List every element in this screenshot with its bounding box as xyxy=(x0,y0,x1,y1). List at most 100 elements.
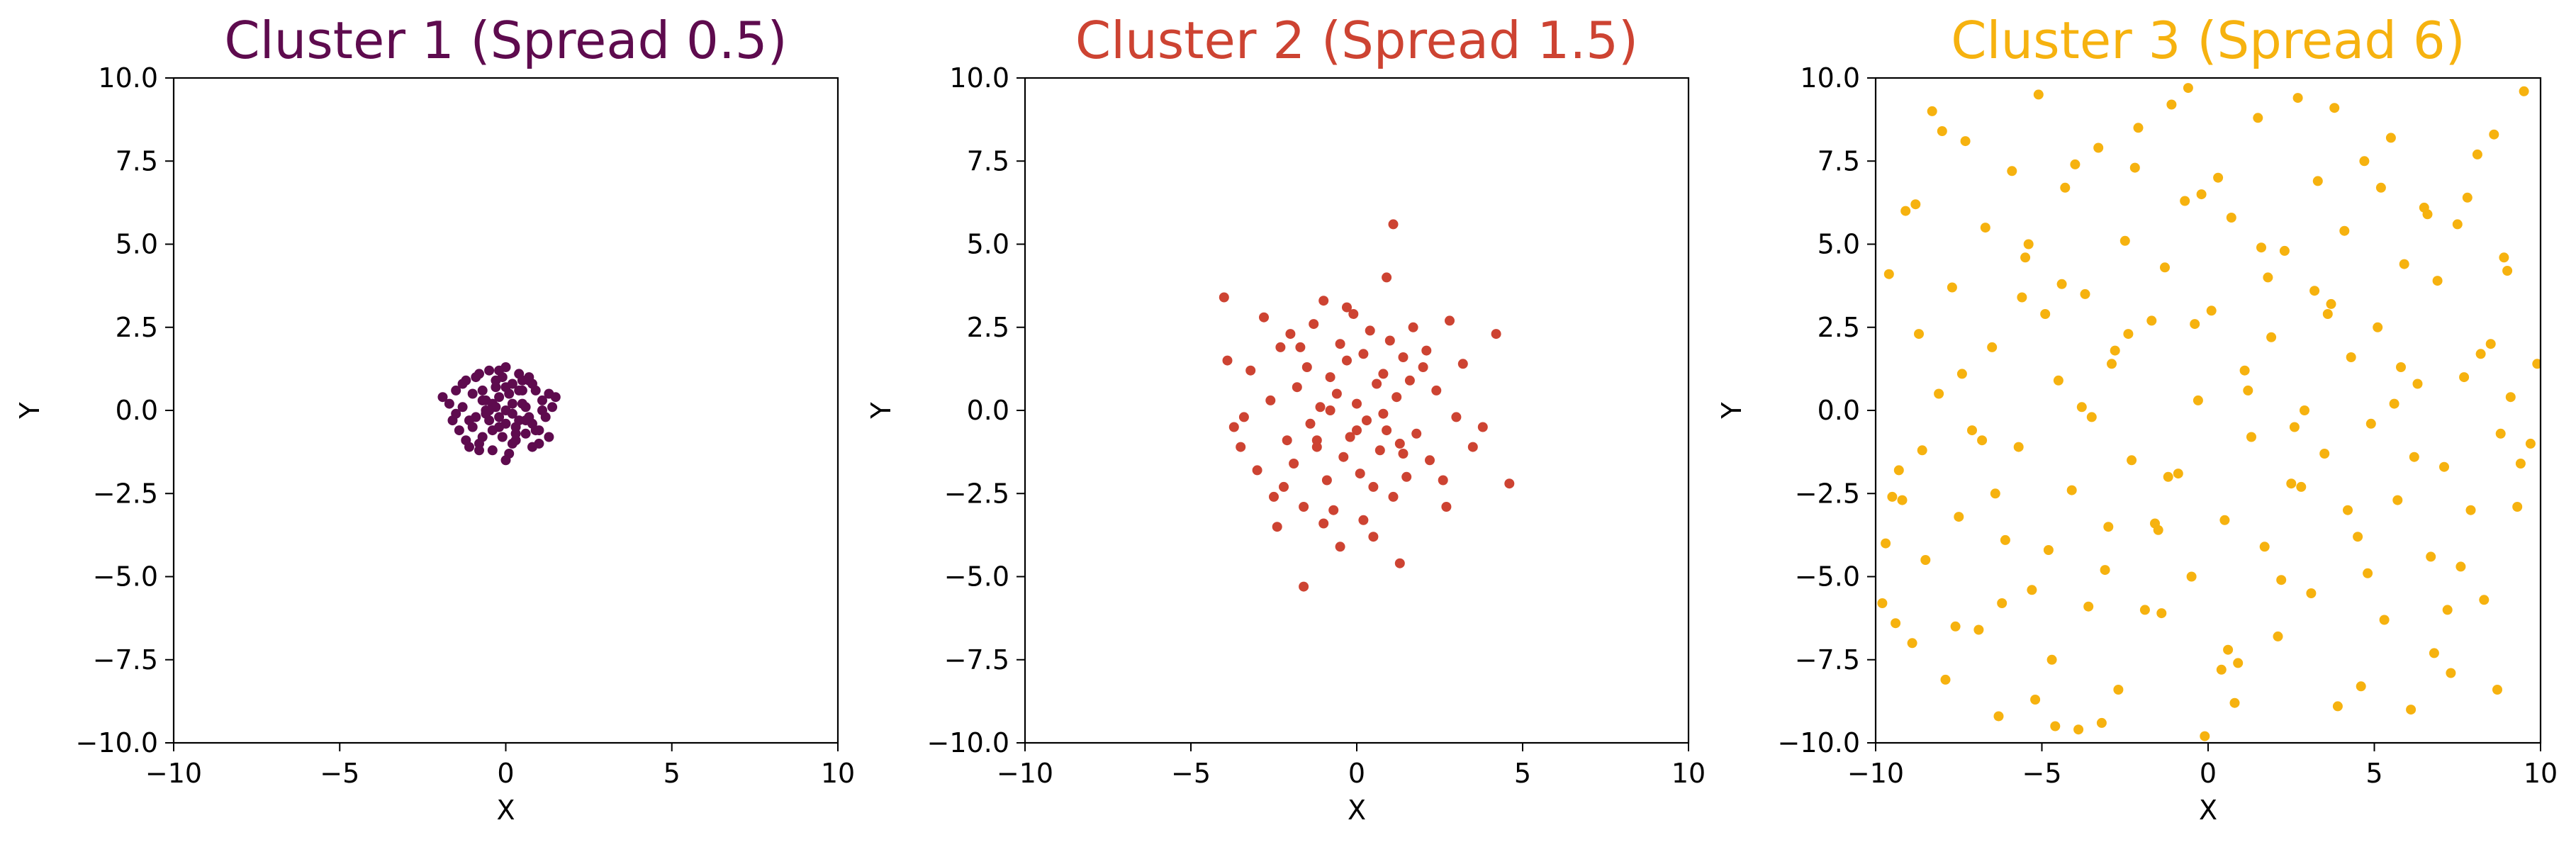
x-tick-label: −10 xyxy=(145,758,202,789)
scatter-point xyxy=(1881,538,1891,549)
x-tick-label: 5 xyxy=(1514,758,1531,789)
scatter-point xyxy=(2216,664,2227,675)
scatter-point xyxy=(1967,425,1977,436)
y-tick-label: 10.0 xyxy=(98,62,158,94)
scatter-point xyxy=(537,405,547,415)
y-tick-label: −7.5 xyxy=(944,644,1009,676)
scatter-point xyxy=(484,365,495,376)
scatter-point xyxy=(2502,266,2513,276)
scatter-point xyxy=(2455,561,2466,572)
scatter-point xyxy=(2253,113,2263,123)
scatter-point xyxy=(2489,129,2499,140)
scatter-point xyxy=(2399,259,2409,269)
scatter-point xyxy=(1950,621,1961,632)
scatter-point xyxy=(1404,375,1415,386)
scatter-point xyxy=(1920,555,1931,565)
scatter-point xyxy=(2056,279,2067,289)
scatter-point xyxy=(1956,369,1967,379)
scatter-point xyxy=(2123,329,2134,340)
scatter-point xyxy=(1384,335,1395,346)
x-tick-label: −5 xyxy=(320,758,359,789)
scatter-point xyxy=(2485,339,2496,349)
scatter-point xyxy=(1362,415,1372,426)
subplot-title: Cluster 2 (Spread 1.5) xyxy=(1075,11,1638,70)
scatter-point xyxy=(550,392,561,403)
scatter-point xyxy=(2243,385,2253,396)
scatter-point xyxy=(2296,481,2307,492)
y-tick-label: 2.5 xyxy=(116,312,158,343)
scatter-point xyxy=(1321,475,1332,486)
scatter-point xyxy=(1973,624,1984,635)
x-axis-label: X xyxy=(1348,795,1366,826)
scatter-point xyxy=(2076,402,2087,413)
scatter-point xyxy=(2412,379,2423,389)
scatter-point xyxy=(1977,435,1988,446)
scatter-point xyxy=(2030,695,2041,705)
scatter-point xyxy=(2499,252,2509,263)
scatter-point xyxy=(2396,362,2406,372)
scatter-point xyxy=(2329,103,2340,113)
scatter-point xyxy=(2206,306,2217,316)
scatter-point xyxy=(1382,272,1392,283)
scatter-point xyxy=(2119,235,2130,246)
scatter-point xyxy=(2110,345,2120,356)
scatter-point xyxy=(1335,542,1345,552)
scatter-point xyxy=(1358,349,1369,359)
scatter-point xyxy=(2353,532,2363,542)
scatter-point xyxy=(1997,598,2007,608)
scatter-point xyxy=(520,402,531,413)
scatter-point xyxy=(2023,239,2034,250)
scatter-point xyxy=(1342,355,1352,366)
scatter-point xyxy=(1299,581,1309,592)
scatter-point xyxy=(1318,518,1329,529)
scatter-point xyxy=(2196,189,2207,200)
scatter-point xyxy=(1893,465,1904,476)
x-tick-label: −10 xyxy=(1847,758,1904,789)
scatter-point xyxy=(1315,402,1326,413)
y-tick-label: 10.0 xyxy=(1800,62,1860,94)
scatter-point xyxy=(1378,369,1389,379)
scatter-point xyxy=(2273,631,2283,641)
scatter-point xyxy=(1917,445,1927,456)
scatter-point xyxy=(2479,595,2490,605)
scatter-point xyxy=(2379,615,2390,625)
scatter-point xyxy=(1358,515,1369,525)
scatter-point xyxy=(451,385,461,396)
scatter-point xyxy=(1910,199,1921,210)
scatter-point xyxy=(1491,329,1501,340)
scatter-point xyxy=(1325,372,1335,383)
scatter-point xyxy=(2343,505,2353,515)
scatter-point xyxy=(1900,206,1911,216)
scatter-point xyxy=(1328,505,1339,515)
scatter-point xyxy=(2180,196,2190,206)
scatter-point xyxy=(1887,491,1898,502)
scatter-point xyxy=(494,365,505,376)
scatter-point xyxy=(1275,342,1286,352)
scatter-point xyxy=(1431,385,1442,396)
x-tick-label: −5 xyxy=(1171,758,1211,789)
y-tick-label: 0.0 xyxy=(967,395,1009,426)
scatter-point xyxy=(2406,705,2417,715)
scatter-point xyxy=(2519,86,2529,96)
scatter-point xyxy=(2083,601,2094,612)
scatter-point xyxy=(1947,282,1957,293)
scatter-point xyxy=(510,428,521,439)
scatter-point xyxy=(1401,471,1412,482)
scatter-point xyxy=(1299,502,1309,512)
x-tick-label: 0 xyxy=(497,758,514,789)
scatter-point xyxy=(2050,721,2061,732)
scatter-point xyxy=(444,398,454,409)
scatter-point xyxy=(467,388,478,399)
scatter-point xyxy=(2190,319,2200,330)
scatter-point xyxy=(437,392,448,403)
y-tick-label: −2.5 xyxy=(93,478,158,509)
scatter-point xyxy=(500,405,511,415)
y-tick-label: −2.5 xyxy=(944,478,1009,509)
scatter-point xyxy=(2276,575,2287,585)
scatter-point xyxy=(2213,172,2224,183)
scatter-point xyxy=(1259,312,1269,323)
y-tick-label: 5.0 xyxy=(116,229,158,260)
scatter-point xyxy=(2086,412,2097,422)
scatter-point xyxy=(1289,459,1299,469)
